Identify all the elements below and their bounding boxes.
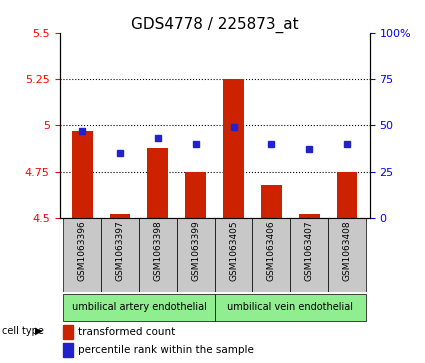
Text: transformed count: transformed count [78,327,176,337]
Text: umbilical artery endothelial: umbilical artery endothelial [71,302,207,312]
Bar [223,79,244,218]
Bar [328,218,366,292]
Text: GSM1063396: GSM1063396 [78,220,87,281]
Bar [252,218,290,292]
Bar [101,218,139,292]
Text: GSM1063408: GSM1063408 [343,220,351,281]
Text: GSM1063405: GSM1063405 [229,220,238,281]
Bar [290,218,328,292]
Bar [261,184,282,218]
Bar [177,218,215,292]
Bar [110,214,130,218]
Bar [185,172,206,218]
Text: GSM1063397: GSM1063397 [116,220,125,281]
Text: percentile rank within the sample: percentile rank within the sample [78,345,254,355]
Bar [215,218,252,292]
Text: GSM1063398: GSM1063398 [153,220,162,281]
Bar [147,147,168,218]
Bar [215,294,366,321]
Text: GSM1063407: GSM1063407 [305,220,314,281]
Text: umbilical vein endothelial: umbilical vein endothelial [227,302,353,312]
Bar [63,294,215,321]
Bar [337,172,357,218]
Bar [62,343,74,357]
Text: GSM1063406: GSM1063406 [267,220,276,281]
Bar [63,218,101,292]
Bar [62,325,74,339]
Text: ▶: ▶ [35,326,42,336]
Text: GSM1063399: GSM1063399 [191,220,200,281]
Bar [72,131,93,218]
Text: cell type: cell type [2,326,44,336]
Bar [299,214,320,218]
Bar [139,218,177,292]
Title: GDS4778 / 225873_at: GDS4778 / 225873_at [131,16,298,33]
